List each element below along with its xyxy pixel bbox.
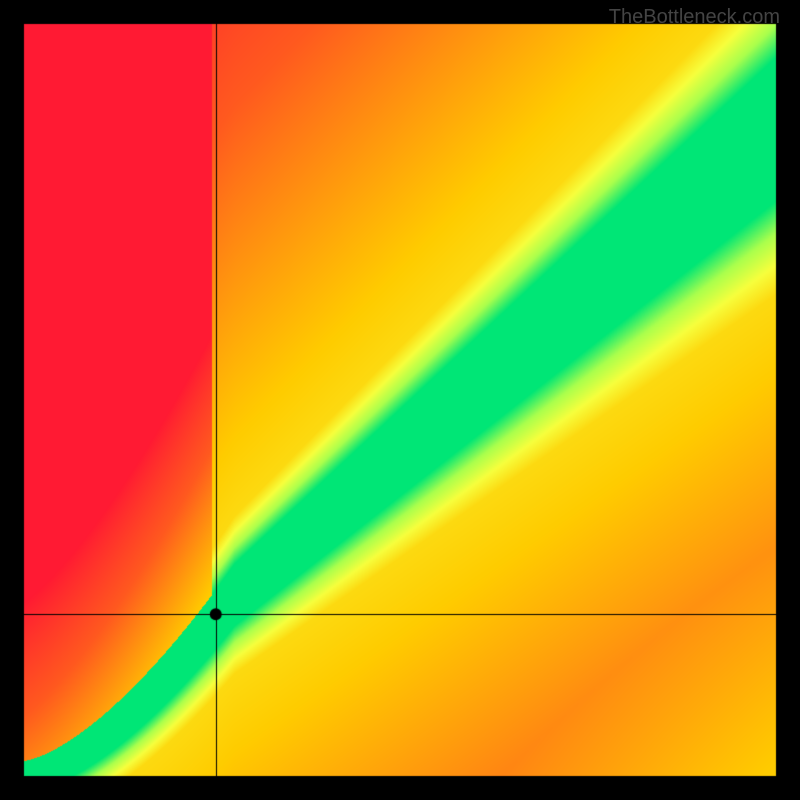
- chart-container: TheBottleneck.com: [0, 0, 800, 800]
- bottleneck-heatmap: [0, 0, 800, 800]
- watermark-text: TheBottleneck.com: [609, 6, 780, 29]
